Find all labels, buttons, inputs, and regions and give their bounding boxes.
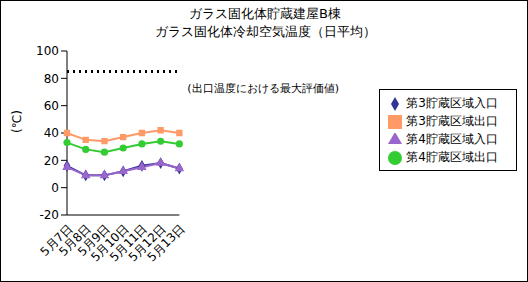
- html-text:ガラス固化体冷却空気温度（日平均）: ガラス固化体冷却空気温度（日平均）: [154, 24, 376, 39]
- html-text:第4貯蔵区域入口: 第4貯蔵区域入口: [406, 132, 498, 146]
- svg-text:5月9日: 5月9日: [74, 221, 113, 259]
- svg-text:(出口温度における最大評価値): (出口温度における最大評価値): [187, 82, 339, 95]
- svg-text:80: 80: [44, 72, 59, 86]
- svg-text:5月7日: 5月7日: [37, 221, 76, 259]
- html-text:第3貯蔵区域出口: 第3貯蔵区域出口: [406, 114, 498, 128]
- html-text:第3貯蔵区域入口: 第3貯蔵区域入口: [406, 96, 498, 110]
- svg-text:5月10日: 5月10日: [88, 221, 132, 265]
- svg-text:5月11日: 5月11日: [107, 221, 151, 265]
- svg-text:5月8日: 5月8日: [56, 221, 94, 259]
- svg-text:5月13日: 5月13日: [144, 221, 187, 264]
- html-text:第4貯蔵区域出口: 第4貯蔵区域出口: [406, 150, 498, 164]
- svg-text:20: 20: [44, 154, 59, 168]
- svg-text:100: 100: [36, 44, 59, 58]
- svg-text:5月12日: 5月12日: [125, 221, 169, 265]
- html-text:ガラス固化体貯蔵建屋B棟: ガラス固化体貯蔵建屋B棟: [189, 6, 341, 21]
- svg-text:40: 40: [44, 126, 59, 140]
- svg-text:(℃): (℃): [10, 110, 24, 133]
- svg-text:-20: -20: [39, 208, 59, 222]
- svg-text:0: 0: [51, 181, 59, 195]
- svg-text:60: 60: [44, 99, 59, 113]
